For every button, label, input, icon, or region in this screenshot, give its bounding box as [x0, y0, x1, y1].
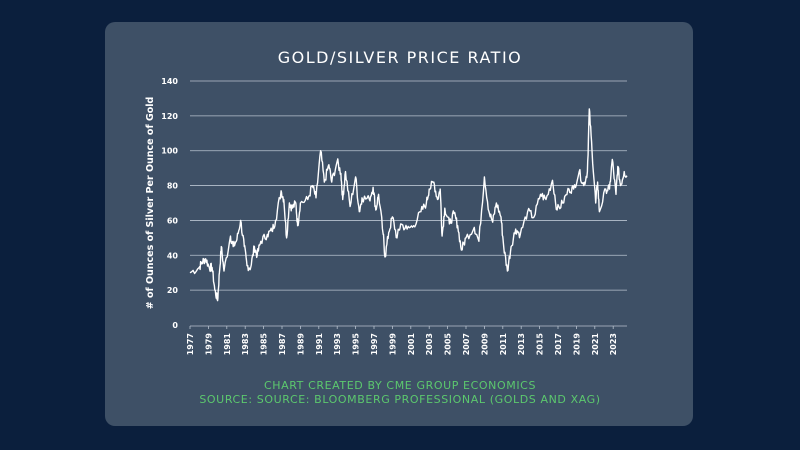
x-tick-label: 2011: [499, 333, 508, 356]
y-axis-label: # of Ounces of Silver Per Ounce of Gold: [145, 97, 156, 310]
x-tick-label: 2013: [517, 333, 526, 355]
x-tick-label: 1993: [333, 333, 342, 355]
x-tick-label: 1995: [352, 333, 361, 356]
x-tick-label: 1985: [260, 333, 269, 356]
y-tick-label: 60: [167, 216, 179, 225]
x-tick-label: 1991: [315, 333, 324, 356]
y-tick-label: 120: [161, 112, 178, 121]
x-tick-label: 1977: [186, 333, 195, 355]
x-tick-label: 1987: [278, 333, 287, 355]
x-tick-label: 1999: [388, 333, 397, 356]
y-tick-label: 100: [161, 147, 178, 156]
x-tick-label: 2005: [444, 333, 453, 356]
x-tick-label: 1983: [241, 333, 250, 355]
chart-card: [105, 22, 693, 426]
x-tick-label: 2019: [572, 333, 581, 356]
y-tick-label: 80: [167, 182, 179, 191]
x-tick-label: 1997: [370, 333, 379, 355]
chart-title: GOLD/SILVER PRICE RATIO: [277, 48, 523, 67]
x-tick-label: 1989: [296, 333, 305, 356]
x-tick-label: 2001: [407, 333, 416, 356]
x-tick-label: 2017: [554, 333, 563, 355]
y-tick-label: 0: [172, 321, 178, 330]
ratio-series-line: [189, 108, 628, 302]
x-tick-label: 2021: [591, 333, 600, 356]
x-tick-label: 2015: [536, 333, 545, 356]
x-tick-label: 2009: [480, 333, 489, 356]
x-tick-label: 1981: [223, 333, 232, 356]
x-tick-label: 2007: [462, 333, 471, 355]
x-tick-label: 2023: [609, 333, 618, 355]
y-tick-label: 40: [167, 251, 179, 260]
y-tick-label: 20: [167, 286, 179, 295]
x-tick-label: 1979: [204, 333, 213, 356]
x-tick-label: 2003: [425, 333, 434, 355]
footer-source: SOURCE: SOURCE: BLOOMBERG PROFESSIONAL (…: [199, 393, 601, 406]
footer-credit: CHART CREATED BY CME GROUP ECONOMICS: [263, 379, 537, 392]
y-tick-label: 140: [161, 77, 178, 86]
